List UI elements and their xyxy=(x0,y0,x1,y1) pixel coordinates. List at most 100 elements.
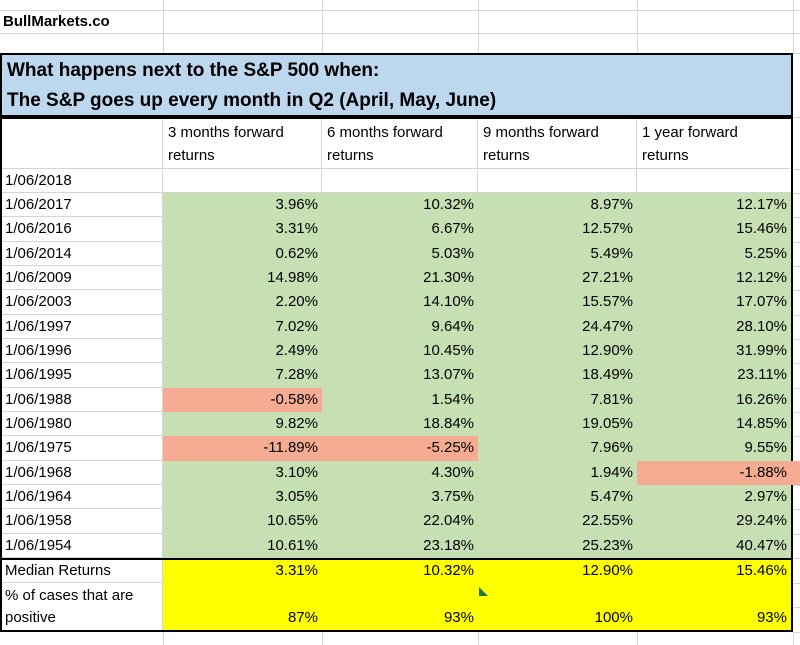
median-value-cell[interactable]: 12.90% xyxy=(478,559,637,583)
value-cell[interactable]: 19.05% xyxy=(478,411,637,437)
value-cell[interactable] xyxy=(322,169,478,193)
value-cell[interactable]: 6.67% xyxy=(322,217,478,242)
value-cell[interactable]: 5.47% xyxy=(478,484,637,510)
value-cell[interactable]: 9.82% xyxy=(163,411,322,437)
date-cell[interactable]: 1/06/2009 xyxy=(2,265,163,291)
value-cell[interactable]: 23.11% xyxy=(637,363,791,388)
value-cell[interactable]: 2.49% xyxy=(163,338,322,364)
value-cell[interactable]: 0.62% xyxy=(163,241,322,266)
value-cell[interactable]: 12.90% xyxy=(478,338,637,364)
value-cell[interactable]: 7.96% xyxy=(478,436,637,461)
value-cell[interactable]: 21.30% xyxy=(322,265,478,291)
value-cell[interactable]: 31.99% xyxy=(637,338,791,364)
value-cell[interactable]: 3.05% xyxy=(163,484,322,510)
date-cell[interactable]: 1/06/1954 xyxy=(2,533,163,558)
value-cell[interactable]: 14.85% xyxy=(637,411,791,437)
value-cell[interactable]: 5.49% xyxy=(478,241,637,266)
value-cell[interactable]: 9.55% xyxy=(637,436,791,461)
value-cell[interactable]: 18.84% xyxy=(322,411,478,437)
table-row: 1/06/1975 -11.89% -5.25% 7.96% 9.55% xyxy=(2,436,791,461)
date-cell[interactable]: 1/06/2003 xyxy=(2,290,163,315)
value-cell[interactable]: 22.04% xyxy=(322,509,478,534)
value-cell[interactable]: 13.07% xyxy=(322,363,478,388)
corner-cell[interactable] xyxy=(2,119,163,169)
date-cell[interactable]: 1/06/1964 xyxy=(2,484,163,510)
pct-value-cell[interactable]: 93% xyxy=(322,582,478,630)
value-cell[interactable]: 1.94% xyxy=(478,460,637,485)
value-cell[interactable]: 12.17% xyxy=(637,193,791,218)
column-header-3m[interactable]: 3 months forward returns xyxy=(163,119,322,169)
value-cell[interactable]: 3.75% xyxy=(322,484,478,510)
date-cell[interactable]: 1/06/2018 xyxy=(2,169,163,193)
value-cell[interactable]: 29.24% xyxy=(637,509,791,534)
value-cell[interactable]: 12.57% xyxy=(478,217,637,242)
date-cell[interactable]: 1/06/1996 xyxy=(2,338,163,364)
brand-cell[interactable]: BullMarkets.co xyxy=(3,13,110,30)
value-cell[interactable]: 16.26% xyxy=(637,387,791,412)
gridline xyxy=(793,363,800,365)
date-cell[interactable]: 1/06/2017 xyxy=(2,193,163,218)
value-cell[interactable]: 7.28% xyxy=(163,363,322,388)
value-cell[interactable]: 28.10% xyxy=(637,314,791,339)
value-cell[interactable]: 5.25% xyxy=(637,241,791,266)
date-cell[interactable]: 1/06/1995 xyxy=(2,363,163,388)
gridline xyxy=(322,632,323,645)
value-cell[interactable] xyxy=(637,169,791,193)
value-cell[interactable]: 10.45% xyxy=(322,338,478,364)
date-cell[interactable]: 1/06/1980 xyxy=(2,411,163,437)
date-cell[interactable]: 1/06/1958 xyxy=(2,509,163,534)
value-cell[interactable]: 2.20% xyxy=(163,290,322,315)
value-cell[interactable]: 27.21% xyxy=(478,265,637,291)
value-cell[interactable]: 7.02% xyxy=(163,314,322,339)
value-cell[interactable]: -0.58% xyxy=(163,387,322,412)
value-cell[interactable]: -1.88% xyxy=(637,460,791,485)
column-header-6m[interactable]: 6 months forward returns xyxy=(322,119,478,169)
value-cell[interactable] xyxy=(478,169,637,193)
value-cell[interactable]: 10.65% xyxy=(163,509,322,534)
value-cell[interactable]: 3.96% xyxy=(163,193,322,218)
date-cell[interactable]: 1/06/1988 xyxy=(2,387,163,412)
value-cell[interactable]: -11.89% xyxy=(163,436,322,461)
pct-value-cell[interactable]: 93% xyxy=(637,582,791,630)
value-cell[interactable]: 25.23% xyxy=(478,533,637,558)
value-cell[interactable]: 15.57% xyxy=(478,290,637,315)
value-cell[interactable]: 9.64% xyxy=(322,314,478,339)
value-cell[interactable]: -5.25% xyxy=(322,436,478,461)
value-cell[interactable]: 22.55% xyxy=(478,509,637,534)
median-value-cell[interactable]: 3.31% xyxy=(163,559,322,583)
value-cell[interactable]: 7.81% xyxy=(478,387,637,412)
value-cell[interactable]: 24.47% xyxy=(478,314,637,339)
value-cell[interactable]: 12.12% xyxy=(637,265,791,291)
date-cell[interactable]: 1/06/1997 xyxy=(2,314,163,339)
column-header-9m[interactable]: 9 months forward returns xyxy=(478,119,637,169)
column-header-1y[interactable]: 1 year forward returns xyxy=(637,119,791,169)
gridline xyxy=(163,0,164,53)
value-cell[interactable]: 10.32% xyxy=(322,193,478,218)
value-cell[interactable]: 15.46% xyxy=(637,217,791,242)
value-cell[interactable]: 40.47% xyxy=(637,533,791,558)
pct-value-cell[interactable]: 100% xyxy=(478,582,637,630)
date-cell[interactable]: 1/06/2016 xyxy=(2,217,163,242)
value-cell[interactable]: 18.49% xyxy=(478,363,637,388)
value-cell[interactable]: 14.98% xyxy=(163,265,322,291)
median-value-cell[interactable]: 15.46% xyxy=(637,559,791,583)
value-cell[interactable]: 14.10% xyxy=(322,290,478,315)
pct-value-cell[interactable]: 87% xyxy=(163,582,322,630)
value-cell[interactable]: 2.97% xyxy=(637,484,791,510)
value-cell[interactable]: 4.30% xyxy=(322,460,478,485)
value-cell[interactable]: 17.07% xyxy=(637,290,791,315)
value-cell[interactable]: 10.61% xyxy=(163,533,322,558)
median-label[interactable]: Median Returns xyxy=(2,559,163,583)
value-cell[interactable]: 23.18% xyxy=(322,533,478,558)
value-cell[interactable]: 3.10% xyxy=(163,460,322,485)
median-value-cell[interactable]: 10.32% xyxy=(322,559,478,583)
value-cell[interactable]: 1.54% xyxy=(322,387,478,412)
value-cell[interactable]: 3.31% xyxy=(163,217,322,242)
value-cell[interactable] xyxy=(163,169,322,193)
date-cell[interactable]: 1/06/1968 xyxy=(2,460,163,485)
date-cell[interactable]: 1/06/1975 xyxy=(2,436,163,461)
value-cell[interactable]: 5.03% xyxy=(322,241,478,266)
value-cell[interactable]: 8.97% xyxy=(478,193,637,218)
pct-positive-label[interactable]: % of cases that are positive xyxy=(2,582,163,630)
date-cell[interactable]: 1/06/2014 xyxy=(2,241,163,266)
